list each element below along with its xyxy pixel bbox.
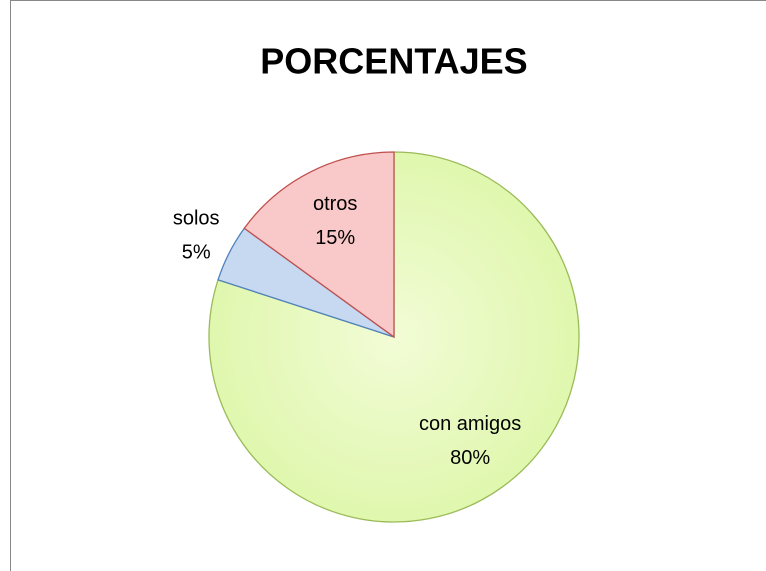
slice-label: otros bbox=[313, 193, 357, 215]
slice-value-label: 80% bbox=[450, 447, 490, 469]
slice-value-label: 15% bbox=[315, 227, 355, 249]
slice-label: con amigos bbox=[419, 413, 521, 435]
chart-title: PORCENTAJES bbox=[260, 41, 527, 82]
slice-label: solos bbox=[173, 207, 220, 229]
slice-value-label: 5% bbox=[182, 241, 211, 263]
pie-slice bbox=[243, 151, 395, 339]
